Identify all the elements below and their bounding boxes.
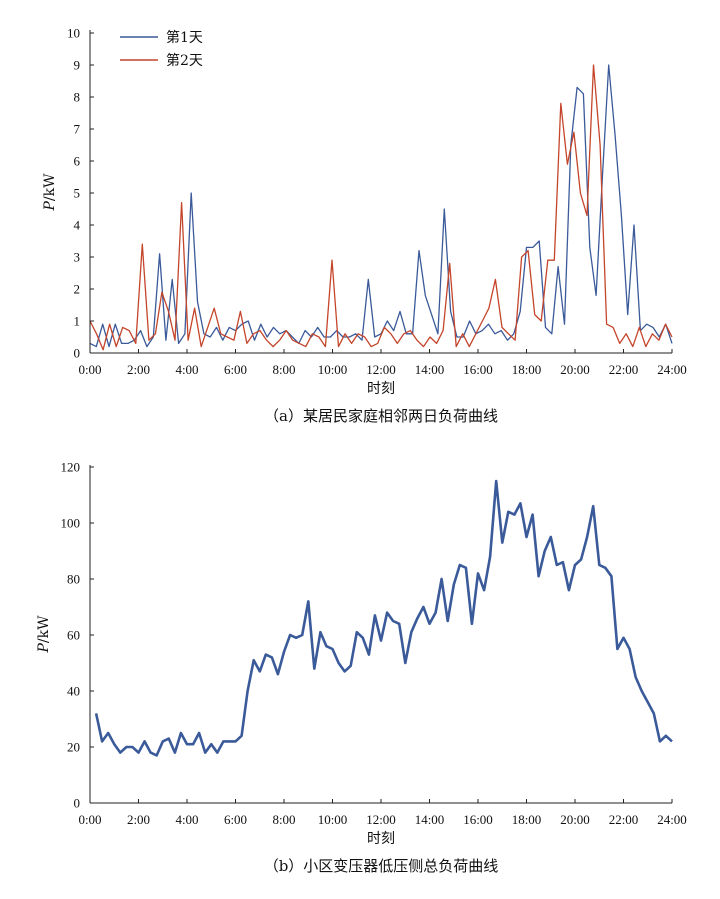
y-tick-label: 5: [74, 186, 81, 201]
chart-a: 0 1 2 3 4 5 6 7 8 9 10 0:00 2:00 4:00 6:00 8:00 10:00 12…: [42, 26, 687, 426]
y-tick-label: 80: [67, 572, 80, 587]
y-tick-label: 60: [67, 628, 80, 643]
chart-a-ylabel: P/kW: [42, 173, 58, 212]
x-tick-label: 24:00: [657, 362, 687, 377]
x-tick-label: 10:00: [318, 362, 348, 377]
y-tick-label: 1: [74, 314, 81, 329]
chart-b-caption: （b）小区变压器低压侧总负荷曲线: [264, 857, 499, 875]
x-tick-label: 4:00: [175, 362, 198, 377]
y-tick-label: 2: [74, 282, 81, 297]
y-tick-label: 40: [67, 684, 80, 699]
series-line-2: [89, 64, 673, 351]
chart-b-ylabel: P/kW: [36, 615, 52, 654]
y-tick-label: 0: [74, 346, 81, 361]
y-tick-label: 4: [74, 218, 81, 233]
x-tick-label: 14:00: [415, 812, 445, 827]
y-tick-label: 3: [74, 250, 81, 265]
x-tick-label: 16:00: [463, 362, 493, 377]
x-tick-label: 12:00: [366, 812, 396, 827]
x-tick-label: 4:00: [175, 812, 198, 827]
y-tick-label: 7: [74, 122, 81, 137]
x-tick-label: 8:00: [272, 812, 295, 827]
x-tick-label: 8:00: [272, 362, 295, 377]
x-tick-label: 22:00: [609, 362, 639, 377]
y-tick-label: 10: [67, 26, 80, 41]
x-tick-label: 0:00: [78, 362, 101, 377]
x-tick-label: 20:00: [560, 362, 590, 377]
x-tick-label: 16:00: [463, 812, 493, 827]
chart-b-xlabel: 时刻: [367, 831, 395, 847]
x-tick-label: 2:00: [127, 812, 150, 827]
y-tick-label: 8: [74, 90, 81, 105]
x-tick-label: 22:00: [609, 812, 639, 827]
series-line-1: [94, 479, 673, 757]
x-tick-label: 6:00: [224, 362, 247, 377]
x-tick-label: 6:00: [224, 812, 247, 827]
x-tick-label: 20:00: [560, 812, 590, 827]
chart-b: 0 20 40 60 80 100 120 0:00 2:00 4:00 6:00 8:00 10:0…: [36, 460, 687, 876]
legend-label-series-2: 第2天: [166, 52, 203, 69]
x-tick-label: 14:00: [415, 362, 445, 377]
chart-a-legend: 第1天 第2天: [120, 29, 203, 69]
x-tick-label: 18:00: [512, 362, 542, 377]
legend-label-series-1: 第1天: [166, 29, 203, 46]
x-tick-label: 18:00: [512, 812, 542, 827]
y-tick-label: 9: [74, 58, 81, 73]
x-tick-label: 12:00: [366, 362, 396, 377]
y-tick-label: 0: [74, 796, 81, 811]
y-tick-label: 20: [67, 740, 80, 755]
chart-a-caption: （a）某居民家庭相邻两日负荷曲线: [264, 407, 498, 425]
y-tick-label: 100: [61, 516, 81, 531]
x-tick-label: 0:00: [78, 812, 101, 827]
x-tick-label: 10:00: [318, 812, 348, 827]
y-tick-label: 6: [74, 154, 81, 169]
x-tick-label: 24:00: [657, 812, 687, 827]
chart-a-xlabel: 时刻: [367, 381, 395, 397]
y-tick-label: 120: [61, 460, 81, 475]
x-tick-label: 2:00: [127, 362, 150, 377]
